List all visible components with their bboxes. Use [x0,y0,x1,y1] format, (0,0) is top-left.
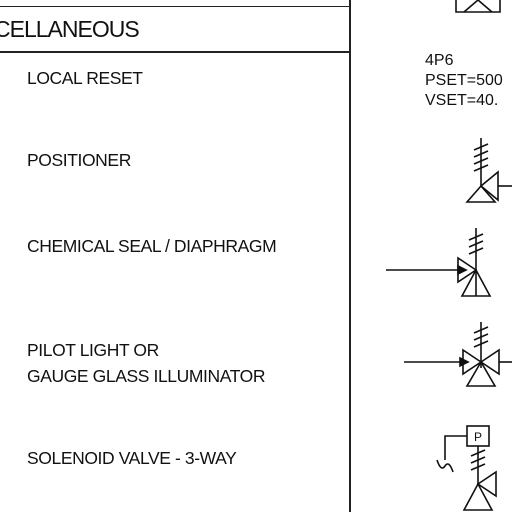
annotation-line-3: VSET=40. [425,92,499,109]
header-divider [0,51,350,53]
row-label-local-reset: LOCAL RESET [27,68,143,88]
row-label-positioner: POSITIONER [27,150,131,170]
row-label-chemical-seal: CHEMICAL SEAL / DIAPHRAGM [27,236,277,256]
section-header: CELLANEOUS [0,16,140,42]
symbols-column: P [386,0,512,511]
row-label-pilot-light-line1: PILOT LIGHT OR [27,340,159,360]
local-reset-symbol [455,0,501,13]
solenoid-tag-text: P [474,430,482,444]
chemical-seal-symbol [386,228,492,297]
pilot-light-symbol [404,322,512,387]
solenoid-valve-symbol: P [436,425,497,511]
positioner-symbol [465,138,512,203]
instrument-annotation: 4P6 PSET=500 VSET=40. [425,51,503,111]
row-label-pilot-light: PILOT LIGHT OR GAUGE GLASS ILLUMINATOR [27,337,266,389]
top-divider [0,6,350,7]
row-label-pilot-light-line2: GAUGE GLASS ILLUMINATOR [27,366,266,386]
column-divider [349,0,351,512]
annotation-line-1: 4P6 [425,52,454,69]
row-label-solenoid-valve: SOLENOID VALVE - 3-WAY [27,448,237,468]
annotation-line-2: PSET=500 [425,72,503,89]
